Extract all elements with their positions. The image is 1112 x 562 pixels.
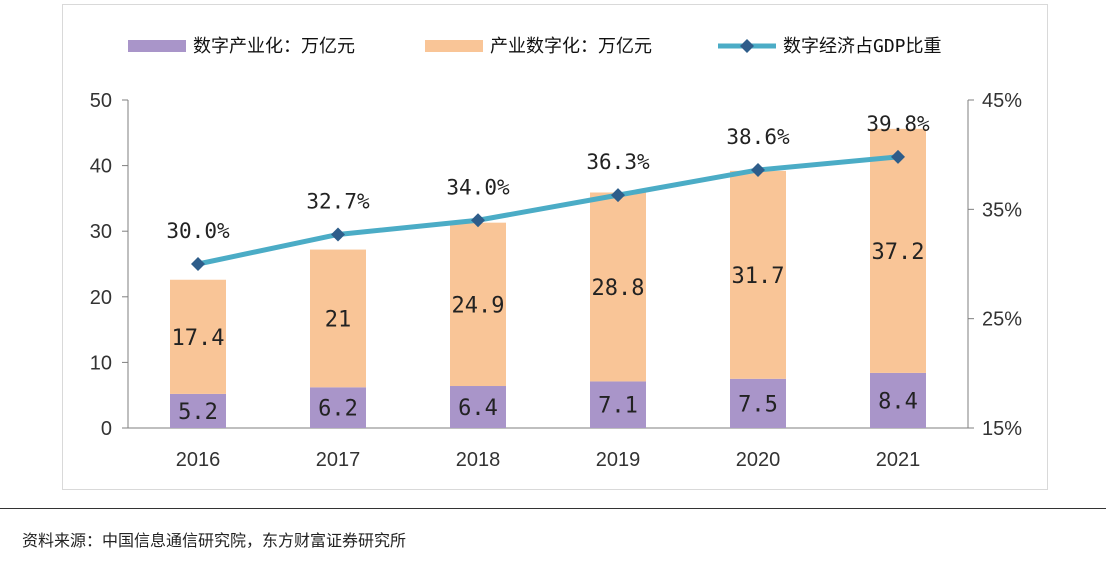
bar-digital-industrialization xyxy=(730,378,786,428)
line-point-label: 34.0% xyxy=(446,175,510,199)
x-tick-label: 2020 xyxy=(736,449,781,471)
bar-label-industrial-digitalization: 31.7 xyxy=(732,264,785,289)
legend-swatch-digital-industrialization xyxy=(128,40,186,52)
bar-label-digital-industrialization: 7.1 xyxy=(598,394,638,419)
line-point-marker xyxy=(891,149,905,164)
x-tick-label: 2021 xyxy=(876,449,921,471)
bar-industrial-digitalization xyxy=(870,128,926,373)
bar-label-industrial-digitalization: 17.4 xyxy=(172,326,225,351)
y-left-tick-label: 30 xyxy=(90,221,112,243)
bar-industrial-digitalization xyxy=(730,170,786,379)
line-point-marker xyxy=(471,213,485,228)
x-tick-label: 2017 xyxy=(316,449,361,471)
legend-label-digital-industrialization: 数字产业化：万亿元 xyxy=(193,36,355,57)
y-left-tick-label: 0 xyxy=(101,418,112,440)
bar-label-digital-industrialization: 6.4 xyxy=(458,396,498,421)
y-right-tick-label: 35% xyxy=(982,199,1022,221)
legend-label-industrial-digitalization: 产业数字化：万亿元 xyxy=(490,36,652,57)
bar-label-industrial-digitalization: 24.9 xyxy=(452,293,505,318)
line-point-label: 30.0% xyxy=(166,219,230,243)
y-right-tick-label: 15% xyxy=(982,418,1022,440)
x-tick-label: 2016 xyxy=(176,449,221,471)
bar-digital-industrialization xyxy=(170,393,226,428)
legend-label-digital-economy-share: 数字经济占GDP比重 xyxy=(783,36,942,57)
bar-industrial-digitalization xyxy=(310,249,366,388)
bar-label-industrial-digitalization: 37.2 xyxy=(872,240,925,265)
y-right-tick-label: 45% xyxy=(982,90,1022,112)
line-point-label: 38.6% xyxy=(726,125,790,149)
y-right-tick-label: 25% xyxy=(982,309,1022,331)
bar-industrial-digitalization xyxy=(450,222,506,387)
bar-digital-industrialization xyxy=(590,381,646,428)
bar-digital-industrialization xyxy=(870,372,926,428)
bar-label-digital-industrialization: 8.4 xyxy=(878,389,918,414)
line-point-marker xyxy=(191,257,205,271)
line-point-label: 36.3% xyxy=(586,150,650,174)
line-point-label: 39.8% xyxy=(866,112,930,136)
line-point-marker xyxy=(331,227,345,242)
x-tick-label: 2019 xyxy=(596,449,641,471)
legend-swatch-marker xyxy=(740,39,754,53)
bar-label-industrial-digitalization: 21 xyxy=(325,307,352,332)
bar-label-digital-industrialization: 7.5 xyxy=(738,392,778,417)
y-left-tick-label: 50 xyxy=(90,90,112,112)
bar-industrial-digitalization xyxy=(170,279,226,394)
divider xyxy=(0,508,1106,509)
bar-industrial-digitalization xyxy=(590,192,646,382)
bar-label-industrial-digitalization: 28.8 xyxy=(592,276,645,301)
line-point-label: 32.7% xyxy=(306,189,370,213)
bar-label-digital-industrialization: 6.2 xyxy=(318,397,358,422)
line-point-marker xyxy=(751,162,765,177)
bar-digital-industrialization xyxy=(450,386,506,428)
y-left-tick-label: 20 xyxy=(90,287,112,309)
line-point-marker xyxy=(611,188,625,203)
x-tick-label: 2018 xyxy=(456,449,501,471)
source-note: 资料来源：中国信息通信研究院，东方财富证券研究所 xyxy=(22,531,407,550)
chart-frame xyxy=(62,4,1048,490)
legend-swatch-industrial-digitalization xyxy=(425,40,483,52)
bar-digital-industrialization xyxy=(310,387,366,428)
y-left-tick-label: 10 xyxy=(90,352,112,374)
line-digital-economy-share xyxy=(197,154,899,267)
bar-label-digital-industrialization: 5.2 xyxy=(178,400,218,425)
y-left-tick-label: 40 xyxy=(90,156,112,178)
